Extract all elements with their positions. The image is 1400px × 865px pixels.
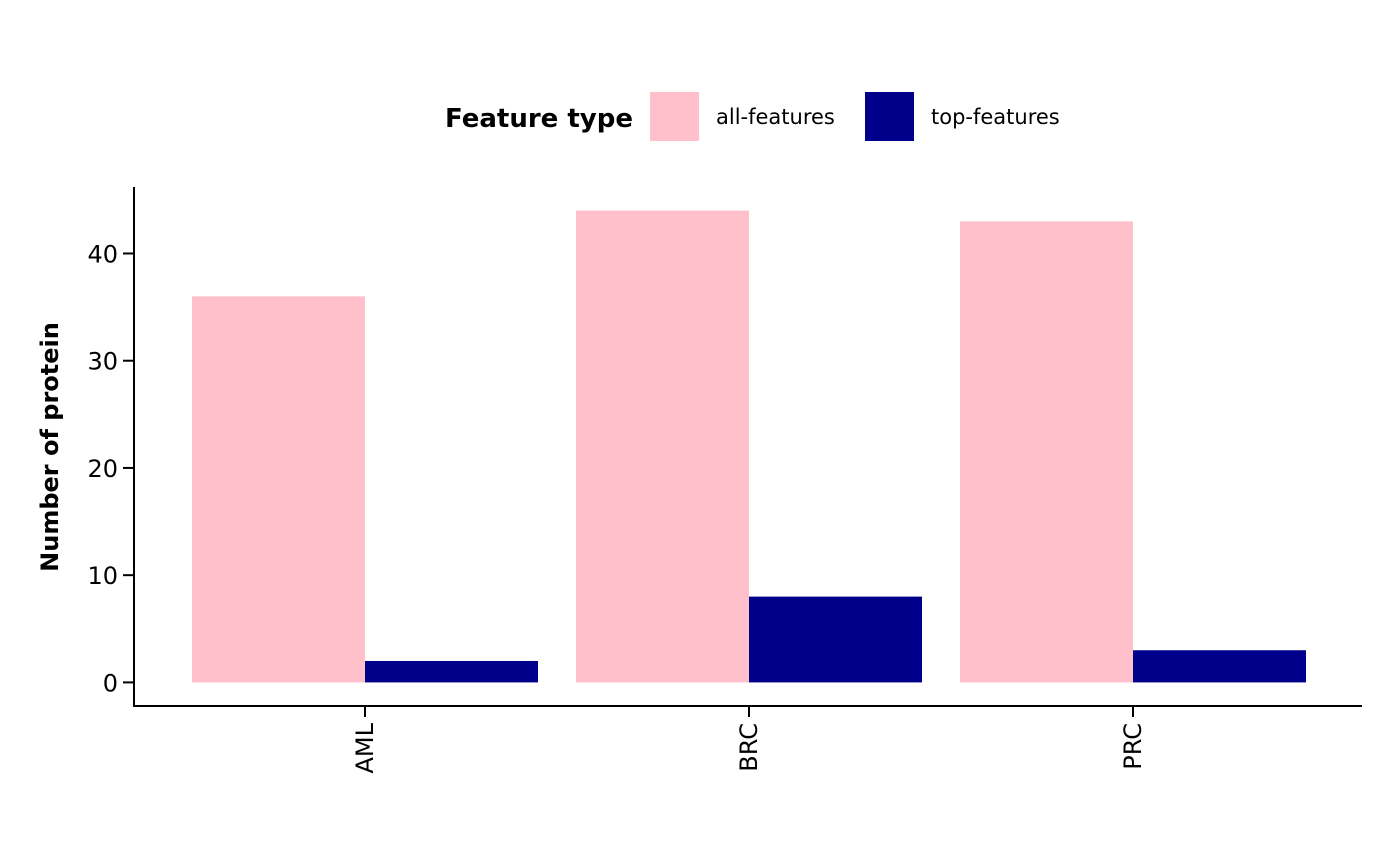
y-axis-title: Number of protein <box>36 322 64 572</box>
y-tick-label-0: 0 <box>103 669 118 697</box>
legend-title: Feature type <box>445 104 633 134</box>
x-tick-label-PRC: PRC <box>1119 723 1147 770</box>
x-tick-label-AML: AML <box>351 722 379 773</box>
y-tick-label-20: 20 <box>87 455 118 483</box>
legend-key-all-features <box>650 92 699 141</box>
y-tick-label-40: 40 <box>87 240 118 268</box>
bar-all-features-AML <box>192 296 365 683</box>
bar-top-features-BRC <box>749 596 922 683</box>
legend-key-top-features <box>865 92 914 141</box>
bar-top-features-PRC <box>1133 650 1306 683</box>
bar-top-features-AML <box>365 660 538 683</box>
y-tick-label-30: 30 <box>87 348 118 376</box>
bar-all-features-BRC <box>576 210 749 683</box>
bar-all-features-PRC <box>960 221 1133 683</box>
legend: Feature type all-features top-features <box>445 92 1060 141</box>
y-tick-label-10: 10 <box>87 562 118 590</box>
x-tick-label-BRC: BRC <box>735 723 763 772</box>
legend-label-top-features: top-features <box>931 105 1060 129</box>
legend-label-all-features: all-features <box>716 105 835 129</box>
plot-area: AML BRC PRC 0 10 20 30 40 <box>87 210 1306 774</box>
